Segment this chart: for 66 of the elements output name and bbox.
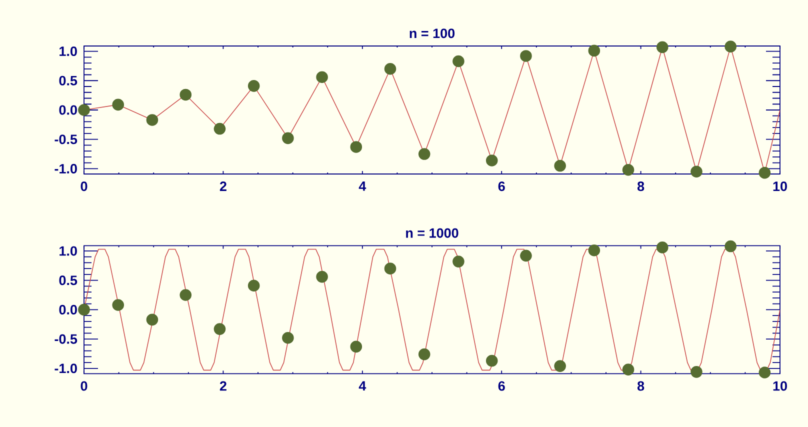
point (758, 166, 771, 179)
y-tick-label: 1.0 (60, 46, 77, 56)
point (554, 160, 566, 172)
x-tick-label: 10 (773, 381, 787, 391)
x-tick-label: 0 (80, 381, 88, 391)
point (112, 299, 124, 311)
y-tick-label: -1.0 (54, 164, 77, 174)
point (282, 132, 294, 144)
point (486, 154, 498, 166)
point (690, 166, 702, 178)
y-tick-label: -0.5 (54, 134, 78, 144)
point (724, 40, 736, 52)
point (588, 244, 600, 256)
point (656, 41, 668, 54)
point (146, 114, 158, 126)
point (214, 323, 226, 335)
point (418, 348, 430, 360)
point (78, 304, 90, 316)
y-tick-label: 0.0 (59, 105, 77, 115)
point (350, 141, 362, 153)
point (690, 366, 702, 378)
point (248, 80, 260, 92)
point (180, 88, 192, 101)
x-tick-label: 6 (498, 182, 505, 192)
point (554, 360, 566, 372)
x-tick-label: 0 (80, 182, 88, 192)
y-tick-label: -0.5 (54, 334, 78, 344)
point (724, 240, 736, 252)
chart-title: n = 1000 (406, 228, 458, 238)
x-tick-label: 2 (220, 182, 226, 191)
point (418, 148, 430, 160)
point (384, 62, 396, 75)
x-tick-label: 6 (498, 381, 505, 391)
point (316, 270, 328, 283)
x-tick-label: 10 (773, 182, 787, 192)
point (146, 314, 158, 326)
point (588, 44, 600, 57)
y-tick-label: 0.5 (59, 76, 78, 86)
point (520, 50, 532, 62)
y-tick-label: 0.5 (59, 276, 78, 286)
point (180, 289, 192, 301)
x-tick-label: 8 (637, 381, 644, 391)
point (282, 332, 294, 344)
point (656, 242, 668, 254)
point (350, 340, 362, 353)
point (452, 256, 464, 268)
y-tick-label: -1.0 (54, 364, 77, 374)
x-tick-label: 4 (358, 182, 366, 191)
point (248, 280, 260, 292)
point (452, 55, 464, 68)
y-tick-label: 0.0 (59, 304, 77, 314)
point (384, 262, 396, 274)
point (622, 164, 634, 176)
point (520, 250, 532, 262)
point (758, 366, 771, 378)
point (78, 104, 90, 116)
x-tick-label: 4 (358, 381, 366, 391)
point (622, 364, 634, 376)
chart-title: n = 100 (410, 28, 455, 38)
point (214, 122, 226, 135)
x-tick-label: 8 (637, 182, 644, 192)
y-tick-label: 1.0 (60, 246, 77, 256)
point (316, 71, 328, 84)
point (112, 98, 124, 111)
point (486, 354, 498, 367)
x-tick-label: 2 (220, 381, 226, 391)
